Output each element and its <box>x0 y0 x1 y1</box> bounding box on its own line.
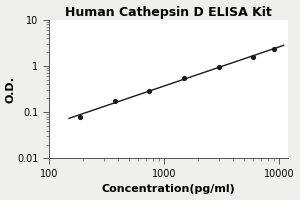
Point <box>112 99 117 103</box>
Title: Human Cathepsin D ELISA Kit: Human Cathepsin D ELISA Kit <box>65 6 272 19</box>
Point <box>147 89 152 92</box>
Point <box>216 65 221 69</box>
Point <box>251 55 256 58</box>
Point <box>78 115 83 118</box>
Point <box>182 76 187 80</box>
Point <box>271 48 276 51</box>
X-axis label: Concentration(pg/ml): Concentration(pg/ml) <box>101 184 235 194</box>
Y-axis label: O.D.: O.D. <box>6 76 16 103</box>
